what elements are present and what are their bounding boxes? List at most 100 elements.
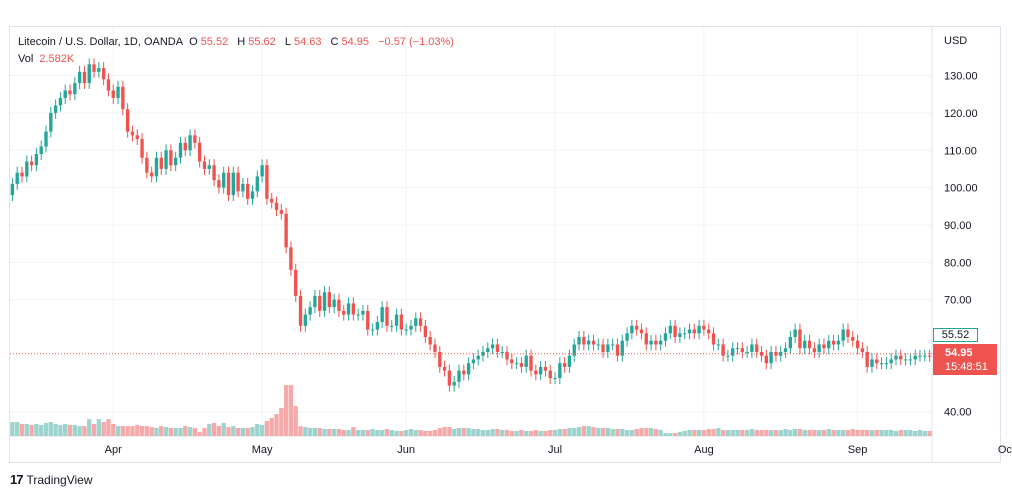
volume-bar bbox=[802, 429, 807, 436]
volume-bar bbox=[543, 430, 548, 436]
candle-body bbox=[183, 142, 187, 151]
candle-body bbox=[322, 292, 327, 311]
candle-body bbox=[481, 351, 485, 356]
volume-bar bbox=[312, 428, 318, 436]
brand-name: TradingView bbox=[26, 472, 93, 487]
volume-bar bbox=[596, 428, 601, 436]
candle-body bbox=[260, 165, 264, 177]
volume-bar bbox=[658, 429, 663, 436]
volume-bar bbox=[283, 385, 289, 436]
volume-bar bbox=[557, 429, 562, 436]
volume-bar bbox=[115, 426, 121, 436]
candle-body bbox=[692, 329, 696, 334]
candle-body bbox=[130, 131, 135, 136]
candle-body bbox=[145, 157, 149, 173]
candle-body bbox=[318, 295, 322, 311]
volume-bar bbox=[375, 429, 380, 436]
candle-body bbox=[875, 359, 879, 364]
volume-bar bbox=[855, 429, 860, 436]
y-tick-label: 70.00 bbox=[944, 295, 972, 307]
volume-bar bbox=[231, 426, 236, 436]
high-value: 55.62 bbox=[248, 36, 276, 48]
volume-bar bbox=[816, 429, 822, 436]
candle-body bbox=[236, 172, 240, 192]
candle-body bbox=[212, 165, 216, 181]
candle-body bbox=[639, 329, 644, 334]
volume-bar bbox=[629, 429, 635, 436]
volume-bar bbox=[572, 428, 577, 436]
volume-bar bbox=[552, 429, 558, 436]
candle-body bbox=[39, 146, 43, 154]
tradingview-logo-icon: 17 bbox=[10, 472, 24, 487]
volume-bar bbox=[620, 429, 625, 436]
candle-body bbox=[44, 131, 48, 147]
candle-body bbox=[841, 329, 845, 341]
volume-bar bbox=[807, 429, 812, 436]
volume-bar bbox=[360, 429, 366, 436]
open-value: 55.52 bbox=[200, 36, 229, 48]
volume-bar bbox=[82, 426, 87, 436]
candle-body bbox=[471, 359, 476, 364]
candle-body bbox=[53, 105, 58, 113]
candle-body bbox=[125, 109, 130, 132]
volume-bar bbox=[106, 419, 111, 436]
volume-bar bbox=[610, 429, 615, 436]
candle-body bbox=[121, 86, 125, 110]
candle-body bbox=[630, 325, 634, 334]
candle-body bbox=[351, 303, 356, 315]
volume-bar bbox=[754, 429, 759, 436]
volume-bar bbox=[528, 430, 534, 436]
candle-body bbox=[750, 344, 754, 352]
candle-body bbox=[860, 348, 865, 352]
candle-body bbox=[836, 340, 841, 345]
candle-body bbox=[918, 355, 922, 357]
volume-bar bbox=[19, 423, 25, 436]
volume-bar bbox=[428, 430, 433, 436]
volume-bar bbox=[447, 427, 452, 436]
volume-bar bbox=[154, 428, 159, 436]
candle-body bbox=[106, 79, 111, 91]
volume-bar bbox=[865, 429, 870, 436]
candle-body bbox=[101, 68, 106, 80]
candle-body bbox=[620, 340, 624, 356]
volume-bar bbox=[624, 429, 630, 436]
volume-bar bbox=[384, 429, 390, 436]
candle-body bbox=[433, 344, 437, 352]
candle-body bbox=[265, 165, 269, 199]
volume-bar bbox=[524, 430, 529, 436]
candle-body bbox=[673, 325, 677, 338]
volume-bar bbox=[221, 422, 226, 436]
candle-body bbox=[505, 351, 509, 360]
candle-body bbox=[231, 172, 235, 196]
candle-body bbox=[486, 348, 490, 352]
candle-body bbox=[198, 142, 202, 162]
volume-bar bbox=[898, 429, 903, 436]
volume-bar bbox=[653, 429, 659, 436]
candle-body bbox=[572, 344, 576, 356]
volume-bar bbox=[293, 406, 298, 436]
x-tick-label: Sep bbox=[848, 444, 868, 456]
tradingview-brand[interactable]: 17 TradingView bbox=[10, 472, 93, 487]
candle-body bbox=[116, 86, 120, 98]
volume-bar bbox=[355, 429, 361, 436]
volume-bar bbox=[389, 429, 394, 436]
candle-body bbox=[740, 348, 744, 352]
volume-bar bbox=[163, 427, 169, 436]
volume-bar bbox=[101, 422, 106, 436]
volume-bar bbox=[706, 429, 711, 436]
candle-body bbox=[380, 307, 384, 323]
candle-body bbox=[97, 68, 101, 72]
volume-bar bbox=[711, 429, 716, 436]
candle-body bbox=[601, 344, 605, 352]
volume-bar bbox=[634, 429, 639, 436]
candle-body bbox=[202, 161, 207, 169]
x-tick-label: Jul bbox=[548, 444, 562, 456]
volume-bar bbox=[336, 429, 342, 436]
candle-body bbox=[20, 172, 24, 177]
candle-body bbox=[894, 355, 898, 360]
candle-body bbox=[903, 359, 908, 361]
volume-bar bbox=[432, 429, 438, 436]
candle-body bbox=[596, 344, 600, 346]
volume-legend: Vol 2.582K bbox=[18, 53, 77, 65]
